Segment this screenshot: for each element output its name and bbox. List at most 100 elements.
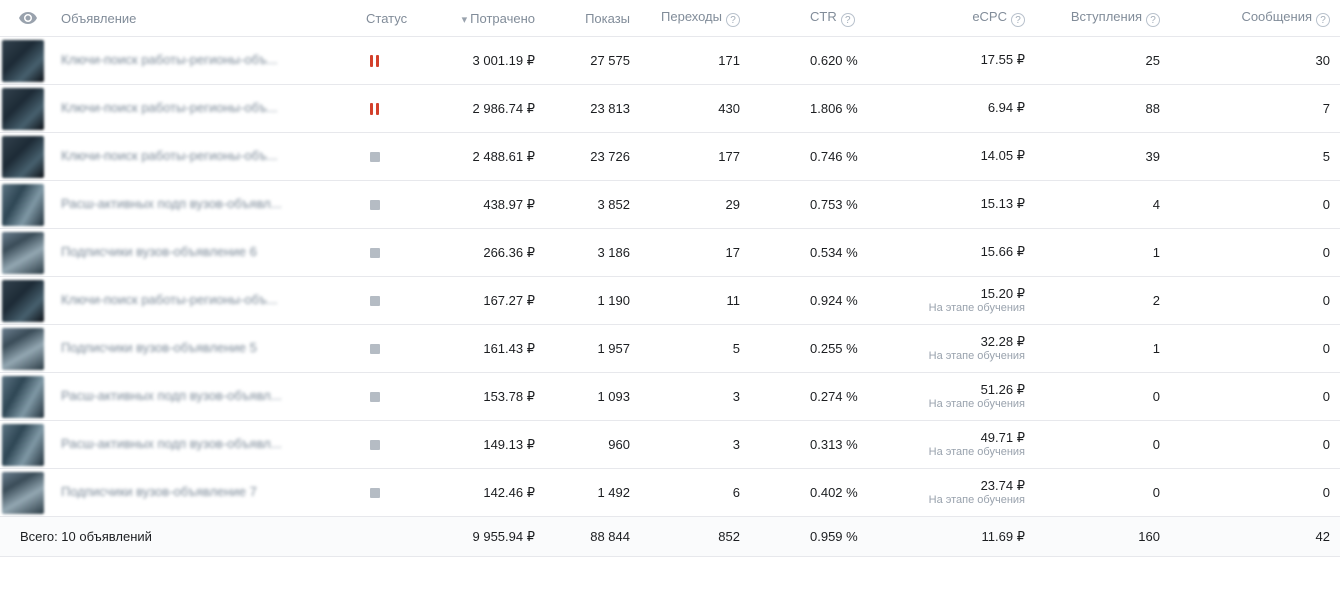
ad-name-link[interactable]: Ключи-поиск работы-регионы-объ... — [61, 99, 278, 115]
ad-thumbnail[interactable] — [2, 87, 44, 130]
help-icon[interactable]: ? — [1146, 13, 1160, 27]
column-header-joins-label: Вступления — [1070, 9, 1142, 24]
status-icon — [370, 54, 379, 67]
totals-spent: 9 955.94 ₽ — [472, 528, 536, 544]
column-header-impressions-label: Показы — [585, 10, 630, 26]
ecpc-value: 14.05 ₽ — [980, 148, 1025, 164]
joins-value: 88 — [1145, 101, 1160, 116]
ad-thumbnail[interactable] — [2, 423, 44, 466]
totals-messages: 42 — [1315, 529, 1330, 544]
joins-value: 1 — [1152, 341, 1160, 356]
clicks-value: 430 — [718, 101, 740, 116]
ecpc-cell: 14.05 ₽ — [870, 148, 1035, 164]
ecpc-cell: 15.13 ₽ — [870, 196, 1035, 212]
messages-value: 7 — [1322, 101, 1330, 116]
ctr-value: 0.255 % — [810, 341, 858, 356]
column-header-joins[interactable]: Вступления? — [1035, 9, 1170, 27]
ad-name-link[interactable]: Ключи-поиск работы-регионы-объ... — [61, 291, 278, 307]
ad-name-link[interactable]: Подписчики вузов-объявление 5 — [61, 339, 257, 355]
joins-value: 39 — [1145, 149, 1160, 164]
joins-value: 0 — [1152, 389, 1160, 404]
column-header-messages[interactable]: Сообщения? — [1170, 9, 1340, 27]
ad-name-link[interactable]: Расш-активных подп вузов-объявл... — [61, 387, 282, 403]
column-header-status[interactable]: Статус — [360, 11, 425, 26]
ad-thumbnail[interactable] — [2, 375, 44, 418]
spent-value: 161.43 ₽ — [483, 340, 535, 356]
spent-value: 2 986.74 ₽ — [472, 100, 536, 116]
ecpc-learning-note: На этапе обучения — [928, 301, 1025, 314]
totals-impressions: 88 844 — [590, 529, 630, 544]
ecpc-learning-note: На этапе обучения — [928, 445, 1025, 458]
table-row: Подписчики вузов-объявление 6 266.36 ₽ 3… — [0, 229, 1340, 277]
help-icon[interactable]: ? — [726, 13, 740, 27]
ad-name-cell: Подписчики вузов-объявление 6 — [55, 244, 360, 262]
ad-name-cell: Ключи-поиск работы-регионы-объ... — [55, 100, 360, 118]
ad-name-cell: Подписчики вузов-объявление 7 — [55, 484, 360, 502]
ad-name-cell: Расш-активных подп вузов-объявл... — [55, 196, 360, 214]
impressions-value: 1 093 — [597, 389, 630, 404]
status-cell — [360, 102, 425, 115]
joins-value: 1 — [1152, 245, 1160, 260]
ad-thumbnail[interactable] — [2, 39, 44, 82]
table-body: Ключи-поиск работы-регионы-объ... 3 001.… — [0, 37, 1340, 517]
ad-thumbnail-cell — [0, 423, 55, 466]
ad-thumbnail-cell — [0, 87, 55, 130]
help-icon[interactable]: ? — [1011, 13, 1025, 27]
clicks-value: 5 — [732, 341, 740, 356]
column-header-ecpc[interactable]: eCPC? — [870, 9, 1035, 27]
column-header-spent[interactable]: ▾ Потрачено — [425, 11, 545, 26]
ad-name-link[interactable]: Ключи-поиск работы-регионы-объ... — [61, 147, 278, 163]
ecpc-value: 15.20 ₽ — [980, 285, 1025, 301]
clicks-value: 17 — [725, 245, 740, 260]
spent-value: 153.78 ₽ — [483, 388, 535, 404]
visibility-toggle[interactable] — [0, 12, 55, 24]
ecpc-cell: 49.71 ₽ На этапе обучения — [870, 430, 1035, 460]
ecpc-value: 17.55 ₽ — [980, 52, 1025, 68]
table-row: Ключи-поиск работы-регионы-объ... 3 001.… — [0, 37, 1340, 85]
ad-name-link[interactable]: Подписчики вузов-объявление 6 — [61, 243, 257, 259]
column-header-ctr[interactable]: CTR? — [750, 9, 870, 27]
ad-thumbnail[interactable] — [2, 231, 44, 274]
ctr-value: 0.402 % — [810, 485, 858, 500]
ad-thumbnail[interactable] — [2, 183, 44, 226]
ad-name-link[interactable]: Расш-активных подп вузов-объявл... — [61, 435, 282, 451]
table-row: Ключи-поиск работы-регионы-объ... 2 488.… — [0, 133, 1340, 181]
spent-value: 266.36 ₽ — [483, 244, 535, 260]
ctr-value: 1.806 % — [810, 101, 858, 116]
table-row: Ключи-поиск работы-регионы-объ... 167.27… — [0, 277, 1340, 325]
table-row: Подписчики вузов-объявление 5 161.43 ₽ 1… — [0, 325, 1340, 373]
status-icon — [370, 343, 380, 354]
help-icon[interactable]: ? — [840, 13, 855, 27]
status-icon — [370, 151, 380, 162]
ad-thumbnail[interactable] — [2, 135, 44, 178]
ecpc-cell: 15.20 ₽ На этапе обучения — [870, 286, 1035, 316]
ad-name-link[interactable]: Ключи-поиск работы-регионы-объ... — [61, 51, 278, 67]
status-icon — [370, 102, 379, 115]
ad-thumbnail[interactable] — [2, 471, 44, 514]
messages-value: 0 — [1322, 389, 1330, 404]
messages-value: 0 — [1322, 293, 1330, 308]
ctr-value: 0.313 % — [810, 437, 858, 452]
ecpc-value: 6.94 ₽ — [987, 100, 1025, 116]
ad-thumbnail[interactable] — [2, 327, 44, 370]
impressions-value: 1 957 — [597, 341, 630, 356]
column-header-impressions[interactable]: Показы — [545, 11, 640, 26]
messages-value: 30 — [1315, 53, 1330, 68]
ad-name-link[interactable]: Подписчики вузов-объявление 7 — [61, 483, 257, 499]
clicks-value: 6 — [732, 485, 740, 500]
ecpc-value: 15.66 ₽ — [980, 244, 1025, 260]
column-header-ad[interactable]: Объявление — [55, 11, 360, 26]
totals-label: Всего: 10 объявлений — [20, 529, 152, 544]
totals-ecpc: 11.69 ₽ — [981, 528, 1025, 544]
column-header-ctr-label: CTR — [810, 9, 837, 24]
ad-name-link[interactable]: Расш-активных подп вузов-объявл... — [61, 195, 282, 211]
ad-thumbnail-cell — [0, 135, 55, 178]
column-header-clicks[interactable]: Переходы? — [640, 9, 750, 27]
help-icon[interactable]: ? — [1316, 13, 1330, 27]
table-totals-row: Всего: 10 объявлений 9 955.94 ₽ 88 844 8… — [0, 517, 1340, 557]
eye-icon[interactable] — [18, 12, 37, 24]
table-header-row: Объявление Статус ▾ Потрачено Показы Пере… — [0, 0, 1340, 37]
clicks-value: 171 — [718, 53, 740, 68]
ecpc-value: 49.71 ₽ — [980, 429, 1025, 445]
ad-thumbnail[interactable] — [2, 279, 44, 322]
